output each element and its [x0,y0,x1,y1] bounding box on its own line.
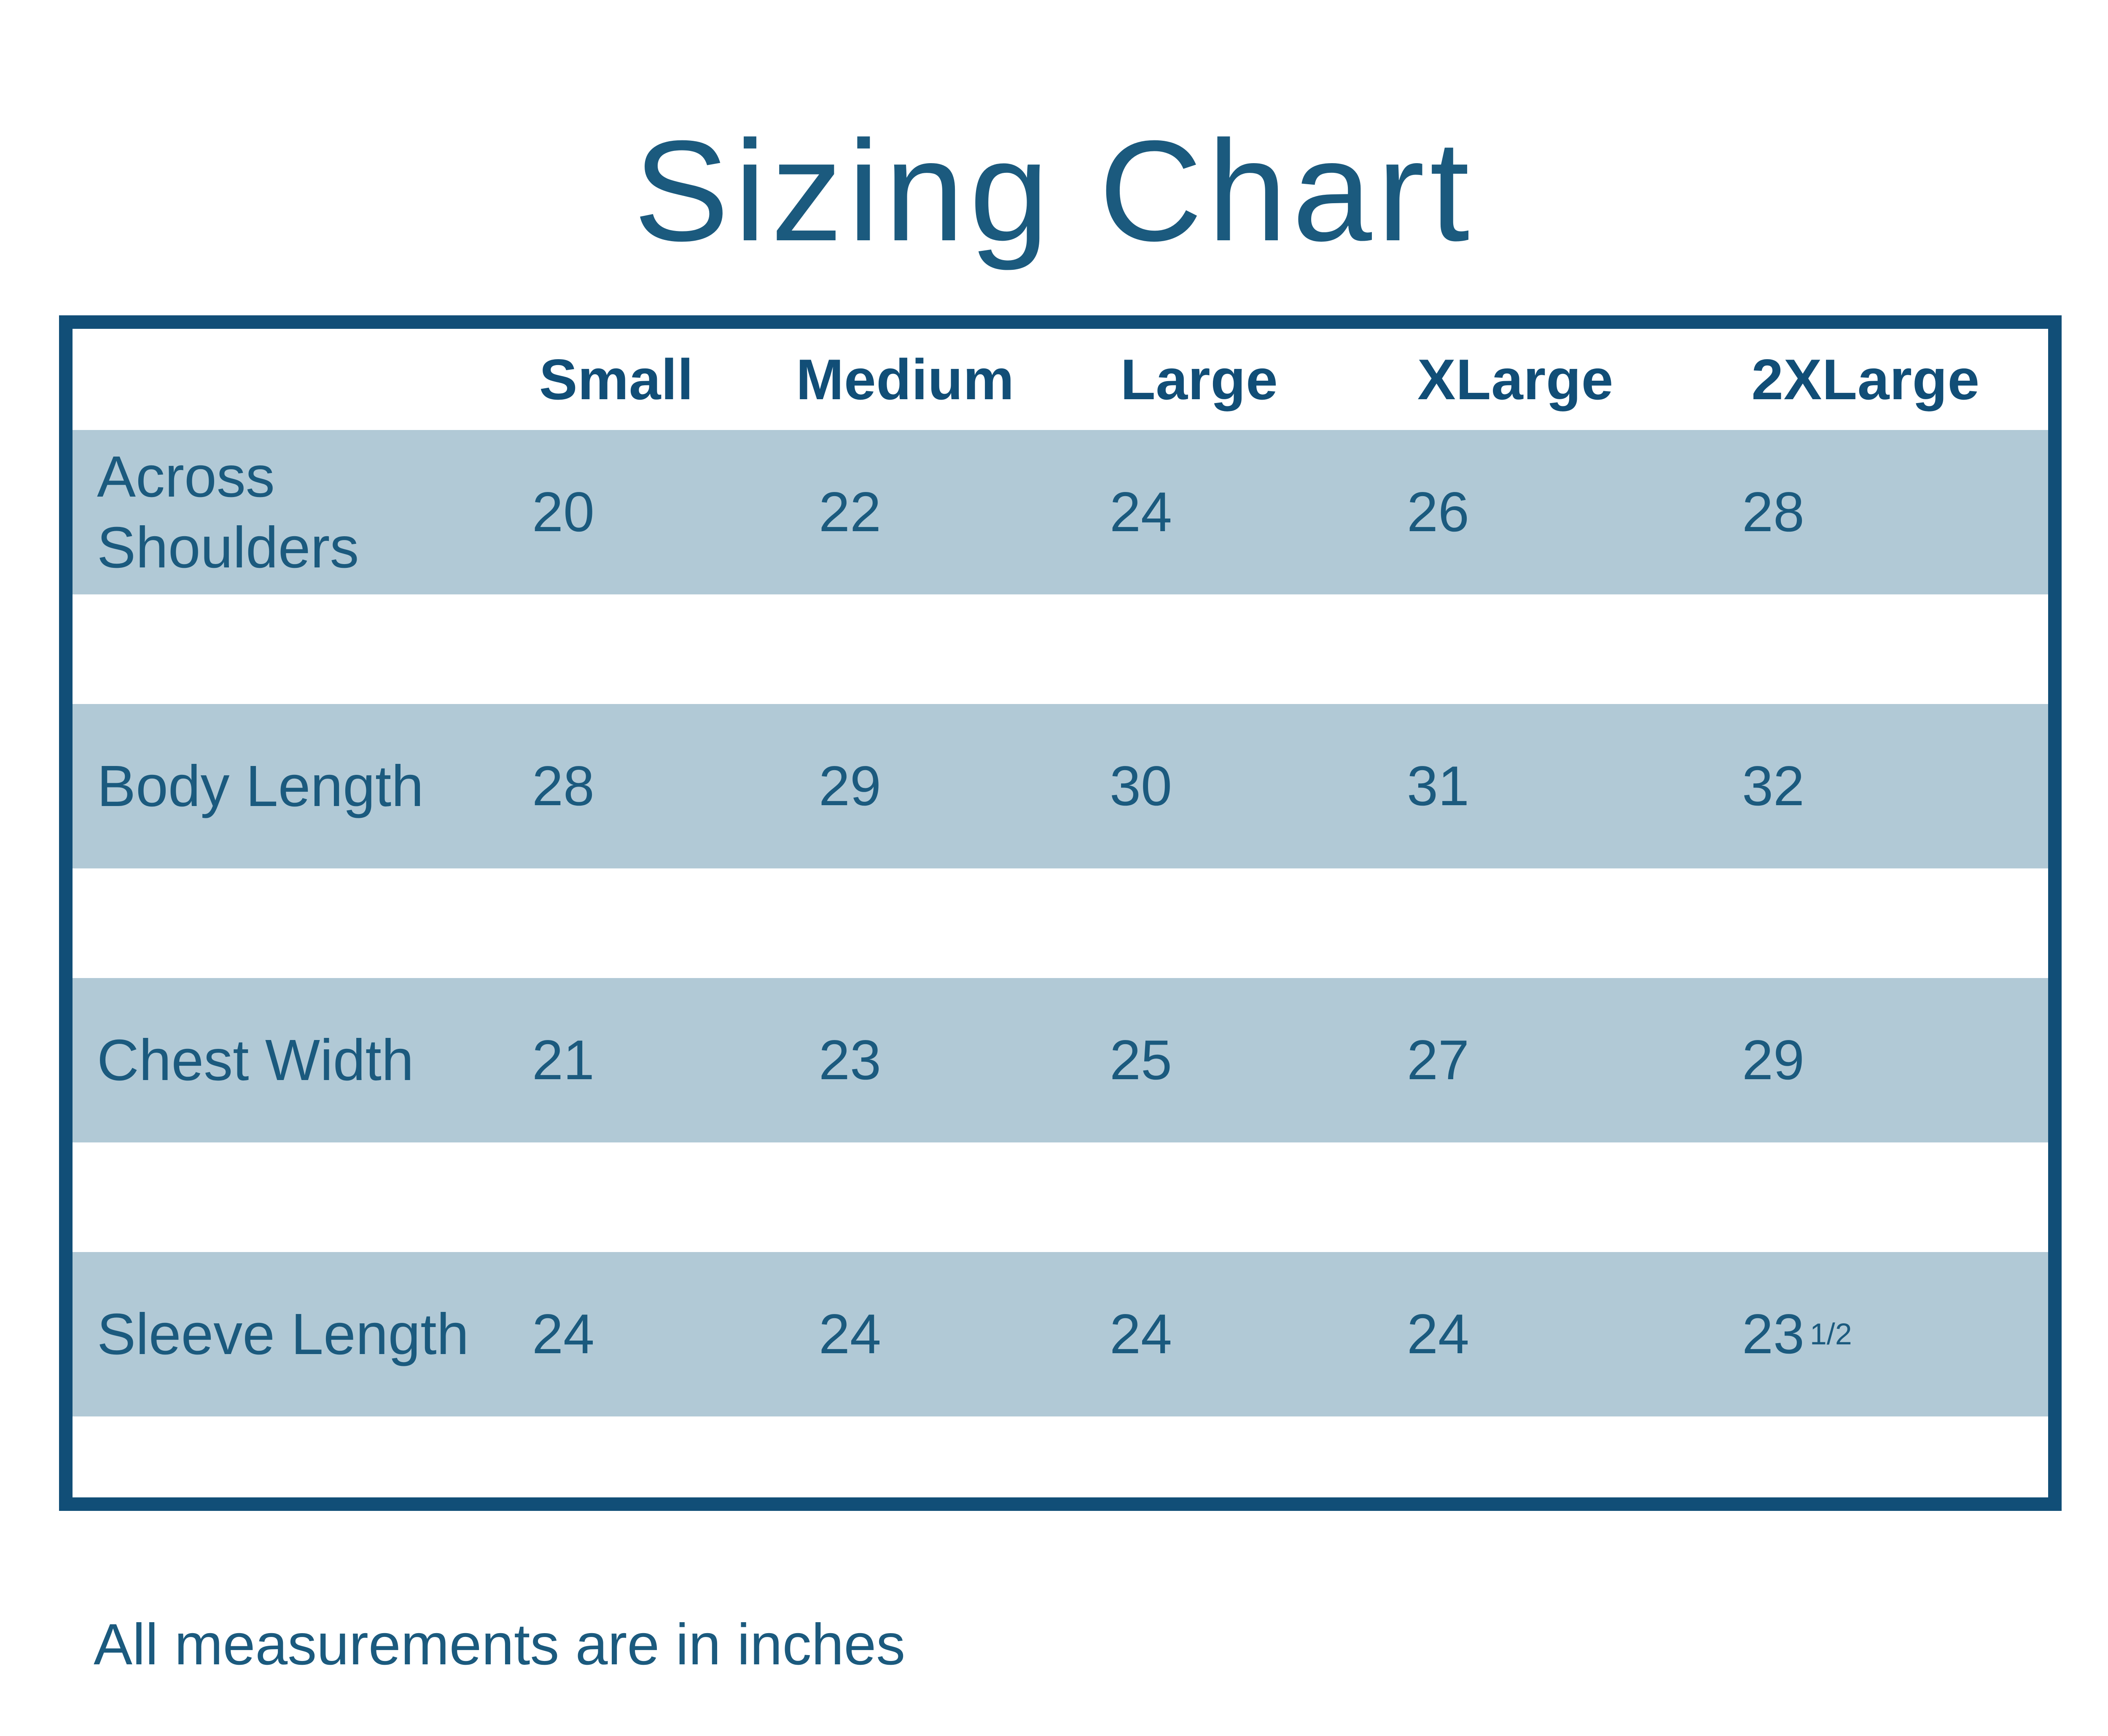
table-row-body-length: Body Length 28 29 30 31 32 [73,704,2048,868]
sleeve-length-2xlarge-value: 23 1/2 [1742,1303,1852,1365]
column-header-2xlarge: 2XLarge [1751,347,1980,411]
chest-width-large-value: 25 [1110,1029,1172,1091]
row-label-chest-width: Chest Width [97,1027,414,1093]
table-header-row: Small Medium Large XLarge 2XLarge [73,329,2048,430]
body-length-large-value: 30 [1110,755,1172,817]
row-label-body-length: Body Length [97,753,424,819]
across-shoulders-2xlarge-value: 28 [1742,481,1804,543]
body-length-2xlarge-value: 32 [1742,755,1804,817]
table-row-across-shoulders: Across Shoulders 20 22 24 26 28 [73,430,2048,594]
row-spacer [73,868,2048,978]
row-spacer [73,1142,2048,1252]
chest-width-medium-value: 23 [819,1029,881,1091]
sleeve-length-small-value: 24 [532,1303,594,1365]
across-shoulders-xlarge-value: 26 [1407,481,1469,543]
sleeve-length-xlarge-value: 24 [1407,1303,1469,1365]
across-shoulders-small-value: 20 [532,481,594,543]
table-bottom-spacer [73,1416,2048,1497]
column-header-small: Small [539,347,694,411]
column-header-medium: Medium [796,347,1014,411]
sleeve-length-medium-value: 24 [819,1303,881,1365]
body-length-small-value: 28 [532,755,594,817]
body-length-medium-value: 29 [819,755,881,817]
row-label-sleeve-length: Sleeve Length [97,1301,469,1367]
column-header-xlarge: XLarge [1417,347,1614,411]
across-shoulders-medium-value: 22 [819,481,881,543]
chest-width-small-value: 21 [532,1029,594,1091]
sleeve-length-large-value: 24 [1110,1303,1172,1365]
chest-width-xlarge-value: 27 [1407,1029,1469,1091]
corner-cell [73,329,473,430]
column-header-large: Large [1120,347,1278,411]
measurements-note: All measurements are in inches [94,1612,906,1677]
row-label-across-shoulders: Across Shoulders [97,444,359,580]
page-title: Sizing Chart [633,111,1475,271]
table-row-chest-width: Chest Width 21 23 25 27 29 [73,978,2048,1142]
table-row-sleeve-length: Sleeve Length 24 24 24 24 23 1/2 [73,1252,2048,1416]
across-shoulders-large-value: 24 [1110,481,1172,543]
row-spacer [73,594,2048,704]
sizing-table: Small Medium Large XLarge 2XLarge Across… [59,315,2062,1511]
chest-width-2xlarge-value: 29 [1742,1029,1804,1091]
body-length-xlarge-value: 31 [1407,755,1469,817]
